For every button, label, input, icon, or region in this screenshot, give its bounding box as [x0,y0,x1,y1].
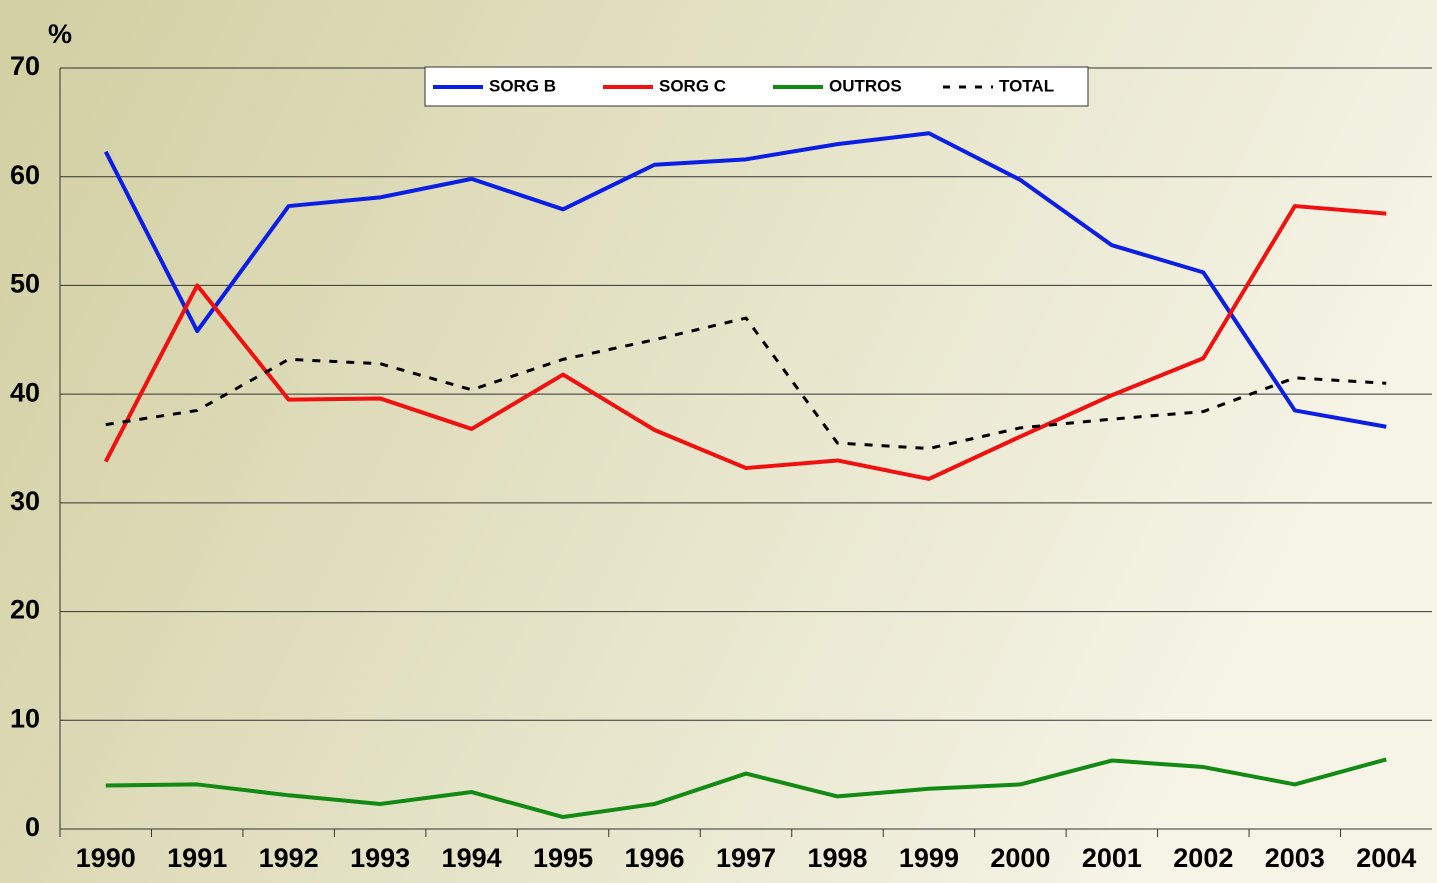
x-tick-label: 1991 [167,843,227,873]
legend-label: SORG B [489,76,556,95]
x-tick-label: 1998 [807,843,867,873]
legend-label: OUTROS [829,76,902,95]
y-tick-label: 60 [10,160,40,190]
y-tick-label: 20 [10,595,40,625]
x-tick-label: 1992 [259,843,319,873]
x-tick-label: 1997 [716,843,776,873]
x-tick-label: 1999 [899,843,959,873]
x-tick-label: 1996 [624,843,684,873]
series-line [103,204,1387,481]
y-tick-label: 0 [25,812,40,842]
series-line [103,131,1387,429]
y-tick-label: 50 [10,269,40,299]
series-line [105,316,1387,450]
y-tick-label: 30 [10,486,40,516]
x-tick-label: 1994 [442,843,502,873]
x-tick-label: 2001 [1082,843,1142,873]
legend-label: TOTAL [999,76,1054,95]
y-axis-label: % [48,19,72,49]
x-tick-label: 1995 [533,843,593,873]
y-tick-label: 40 [10,377,40,407]
x-tick-label: 1993 [350,843,410,873]
legend-label: SORG C [659,76,726,95]
x-tick-label: 2002 [1173,843,1233,873]
x-tick-label: 2004 [1356,843,1416,873]
x-tick-label: 2003 [1265,843,1325,873]
x-tick-label: 1990 [76,843,136,873]
x-tick-label: 2000 [990,843,1050,873]
y-tick-label: 10 [10,703,40,733]
series-line [105,757,1387,820]
y-tick-label: 70 [10,51,40,81]
